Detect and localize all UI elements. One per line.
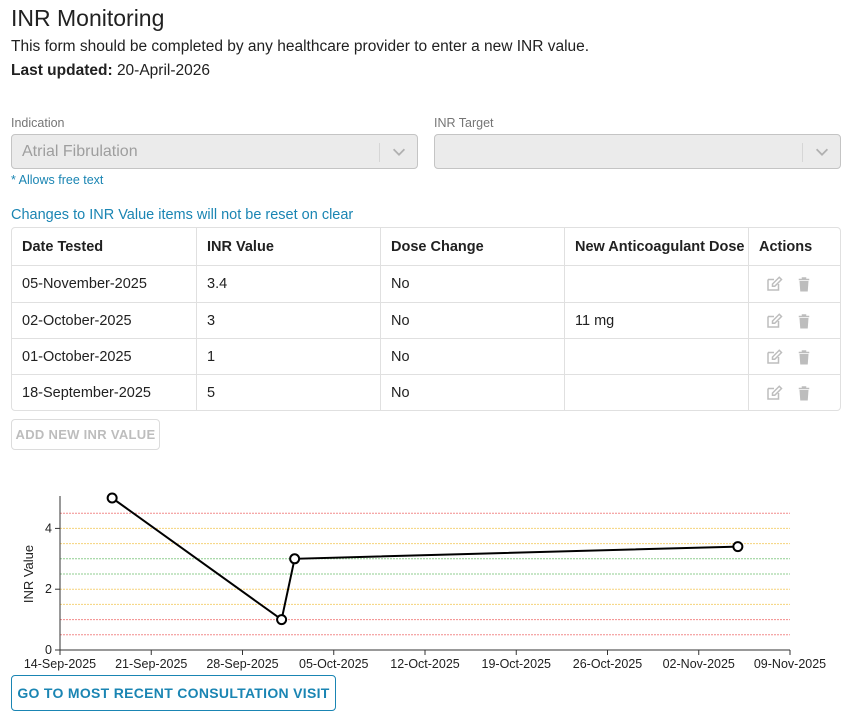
cell-new-dose: 11 mg [564,303,748,338]
cell-date: 01-October-2025 [22,348,132,365]
table-row: 18-September-2025 5 No [12,375,840,410]
last-updated: Last updated: 20-April-2026 [11,62,210,80]
edit-icon[interactable] [765,275,783,293]
cell-date: 05-November-2025 [22,276,147,292]
x-tick-label: 21-Sep-2025 [115,657,187,671]
table-row: 02-October-2025 3 No 11 mg [12,303,840,339]
cell-date: 18-September-2025 [22,384,151,401]
table-row: 01-October-2025 1 No [12,339,840,375]
cell-date: 02-October-2025 [22,312,132,329]
last-updated-label: Last updated: [11,62,113,79]
edit-icon[interactable] [765,384,783,402]
select-separator [379,143,380,162]
add-inr-value-button[interactable]: ADD NEW INR VALUE [11,419,160,450]
cell-dose-change: No [380,303,564,338]
cell-new-dose [564,339,748,374]
header-inr-value: INR Value [196,228,380,265]
cell-dose-change: No [380,375,564,410]
cell-inr: 3 [196,303,380,338]
cell-dose-change: No [380,266,564,302]
cell-actions [748,303,840,338]
inr-target-label: INR Target [434,116,494,130]
x-tick-label: 28-Sep-2025 [206,657,278,671]
x-tick-label: 02-Nov-2025 [663,657,735,671]
header-date-tested: Date Tested [22,238,104,255]
inr-chart: 14-Sep-2025 21-Sep-2025 28-Sep-2025 05-Oct-… [21,492,826,671]
cell-new-dose [564,375,748,410]
edit-icon[interactable] [765,312,783,330]
edit-icon[interactable] [765,348,783,366]
cell-dose-change: No [380,339,564,374]
x-tick-label: 12-Oct-2025 [390,657,460,671]
inr-table: Date Tested INR Value Dose Change New An… [11,227,841,411]
x-tick-label: 09-Nov-2025 [754,657,826,671]
x-tick-label: 14-Sep-2025 [24,657,96,671]
cell-actions [748,266,840,302]
last-updated-value: 20-April-2026 [116,62,210,79]
indication-label: Indication [11,116,65,130]
inr-target-select[interactable] [434,134,841,169]
cell-inr: 3.4 [196,266,380,302]
table-header-row: Date Tested INR Value Dose Change New An… [12,228,840,266]
indication-value: Atrial Fibrulation [22,143,138,160]
go-to-recent-visit-button[interactable]: GO TO MOST RECENT CONSULTATION VISIT [11,675,336,711]
indication-select[interactable]: Atrial Fibrulation [11,134,418,169]
data-point [276,614,288,626]
cell-actions [748,339,840,374]
cell-actions [748,375,840,410]
cell-inr: 1 [196,339,380,374]
reference-bands [60,512,790,636]
cell-inr: 5 [196,375,380,410]
free-text-hint: * Allows free text [11,173,104,187]
page-title: INR Monitoring [11,5,165,31]
y-tick-label: 2 [45,582,52,596]
chevron-down-icon[interactable] [390,143,408,161]
table-row: 05-November-2025 3.4 No [12,266,840,303]
reset-note: Changes to INR Value items will not be r… [11,207,354,223]
page-subtitle: This form should be completed by any hea… [11,38,590,55]
chevron-down-icon[interactable] [813,143,831,161]
data-point [106,492,118,504]
trash-icon[interactable] [795,384,813,402]
cell-new-dose [564,266,748,302]
data-point [732,541,744,553]
x-ticks: 14-Sep-2025 21-Sep-2025 28-Sep-2025 05-Oct-… [24,650,826,671]
trash-icon[interactable] [795,312,813,330]
series-line [111,497,738,622]
x-tick-label: 19-Oct-2025 [482,657,552,671]
data-point [289,553,301,565]
x-tick-label: 26-Oct-2025 [573,657,643,671]
trash-icon[interactable] [795,348,813,366]
y-axis-label: INR Value [21,545,36,603]
y-tick-label: 4 [45,521,52,535]
header-new-dose: New Anticoagulant Dose [564,228,748,265]
data-points [106,492,744,626]
x-tick-label: 05-Oct-2025 [299,657,369,671]
trash-icon[interactable] [795,275,813,293]
header-dose-change: Dose Change [380,228,564,265]
y-ticks: 0 2 4 [45,521,60,657]
y-tick-label: 0 [45,643,52,657]
header-actions: Actions [748,228,840,265]
select-separator [802,143,803,162]
